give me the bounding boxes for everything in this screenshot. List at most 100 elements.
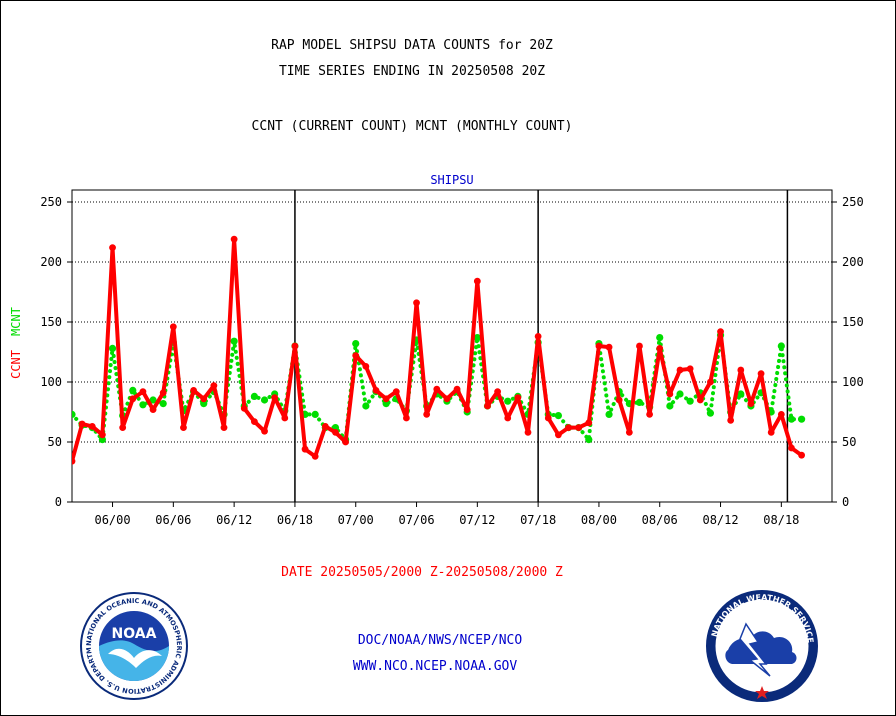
y-axis-label: CCNT MCNT [9,307,23,379]
data-point-ccnt [423,411,431,418]
x-tick-label: 06/06 [155,513,191,527]
y-tick-label: 150 [40,315,62,329]
data-point-ccnt [565,424,572,431]
data-point-mcnt [108,344,117,352]
data-point-mcnt [311,410,319,418]
data-point-ccnt [625,429,633,436]
data-point-ccnt [555,431,562,439]
data-point-ccnt [413,299,420,307]
data-point-mcnt [737,390,745,398]
page-title: RAP MODEL SHIPSU DATA COUNTS for 20Z [271,38,553,53]
y-tick-label: 50 [48,435,62,449]
data-point-ccnt [311,453,319,460]
data-point-ccnt [534,333,542,340]
data-point-ccnt [180,424,187,431]
data-point-ccnt [220,424,228,431]
data-point-ccnt [473,277,481,285]
data-point-ccnt [686,365,694,373]
data-point-mcnt [706,409,715,417]
data-point-mcnt [139,401,147,409]
x-tick-label: 06/12 [216,513,252,527]
data-point-mcnt [98,436,106,444]
data-point-mcnt [260,396,269,404]
noaa-logo-text: NOAA [112,626,157,642]
data-point-ccnt [190,387,198,394]
x-tick-label: 07/00 [338,513,374,527]
nws-logo: NATIONAL WEATHER SERVICE [706,590,818,702]
data-point-ccnt [676,366,684,374]
data-point-ccnt [727,417,735,424]
page-title-line2: TIME SERIES ENDING IN 20250508 20Z [278,64,546,79]
y-tick-label: 0 [55,495,62,509]
data-point-ccnt [169,323,177,331]
footer-link-nco[interactable]: DOC/NOAA/NWS/NCEP/NCO [357,633,523,648]
data-point-ccnt [788,444,795,452]
date-range-label: DATE 20250505/2000 Z-20250508/2000 Z [281,565,563,580]
data-point-ccnt [605,343,613,351]
data-point-ccnt [372,387,380,394]
data-point-ccnt [514,394,522,401]
data-point-ccnt [240,405,248,412]
footer-link-website[interactable]: WWW.NCO.NCEP.NOAA.GOV [352,659,518,674]
data-point-mcnt [635,398,644,406]
y-tick-label-right: 50 [842,435,856,449]
data-point-mcnt [798,415,806,423]
data-point-ccnt [261,427,268,435]
data-point-mcnt [250,392,258,400]
data-point-ccnt [757,370,765,377]
data-point-mcnt [200,400,208,408]
x-tick-label: 08/00 [581,513,617,527]
data-point-ccnt [798,451,805,459]
data-point-ccnt [382,395,390,403]
data-point-ccnt [230,235,238,243]
data-point-ccnt [443,395,451,403]
x-tick-label: 08/18 [763,513,799,527]
data-point-ccnt [615,396,623,404]
data-point-ccnt [433,385,441,393]
data-point-ccnt [494,388,501,395]
data-point-ccnt [119,424,127,431]
data-point-ccnt [200,395,208,403]
data-point-mcnt [362,402,370,410]
data-point-ccnt [767,429,775,436]
data-point-ccnt [696,396,704,404]
data-point-ccnt [747,400,755,407]
data-point-ccnt [362,363,370,370]
data-point-ccnt [707,378,714,386]
data-point-mcnt [473,334,481,342]
x-tick-label: 07/06 [398,513,434,527]
data-point-ccnt [646,411,653,418]
data-point-ccnt [251,418,258,425]
x-tick-label: 07/12 [459,513,495,527]
data-point-ccnt [575,424,583,431]
y-tick-label-right: 0 [842,495,849,509]
data-point-ccnt [585,419,593,427]
data-point-ccnt [403,414,410,422]
data-point-ccnt [210,382,218,389]
plot-frame [71,189,833,503]
data-point-ccnt [78,420,86,428]
data-point-ccnt [717,328,724,335]
data-point-ccnt [504,414,512,422]
y-tick-label: 250 [40,195,62,209]
data-point-ccnt [99,431,106,439]
x-tick-label: 06/18 [277,513,313,527]
data-point-mcnt [159,400,167,408]
x-tick-label: 06/00 [94,513,130,527]
data-point-ccnt [392,388,400,395]
data-point-ccnt [544,414,552,422]
data-point-ccnt [453,385,461,393]
data-point-mcnt [787,415,796,423]
x-tick-label: 07/18 [520,513,556,527]
data-point-ccnt [777,411,785,418]
data-point-ccnt [636,342,643,350]
data-point-ccnt [484,402,491,410]
y-tick-label-right: 150 [842,315,864,329]
data-point-ccnt [524,429,532,436]
data-point-ccnt [109,244,116,252]
data-point-ccnt [129,395,137,403]
y-tick-label: 100 [40,375,62,389]
noaa-logo: NATIONAL OCEANIC AND ATMOSPHERIC ADMINIS… [80,592,188,700]
data-point-ccnt [342,438,349,446]
data-point-mcnt [554,412,563,420]
